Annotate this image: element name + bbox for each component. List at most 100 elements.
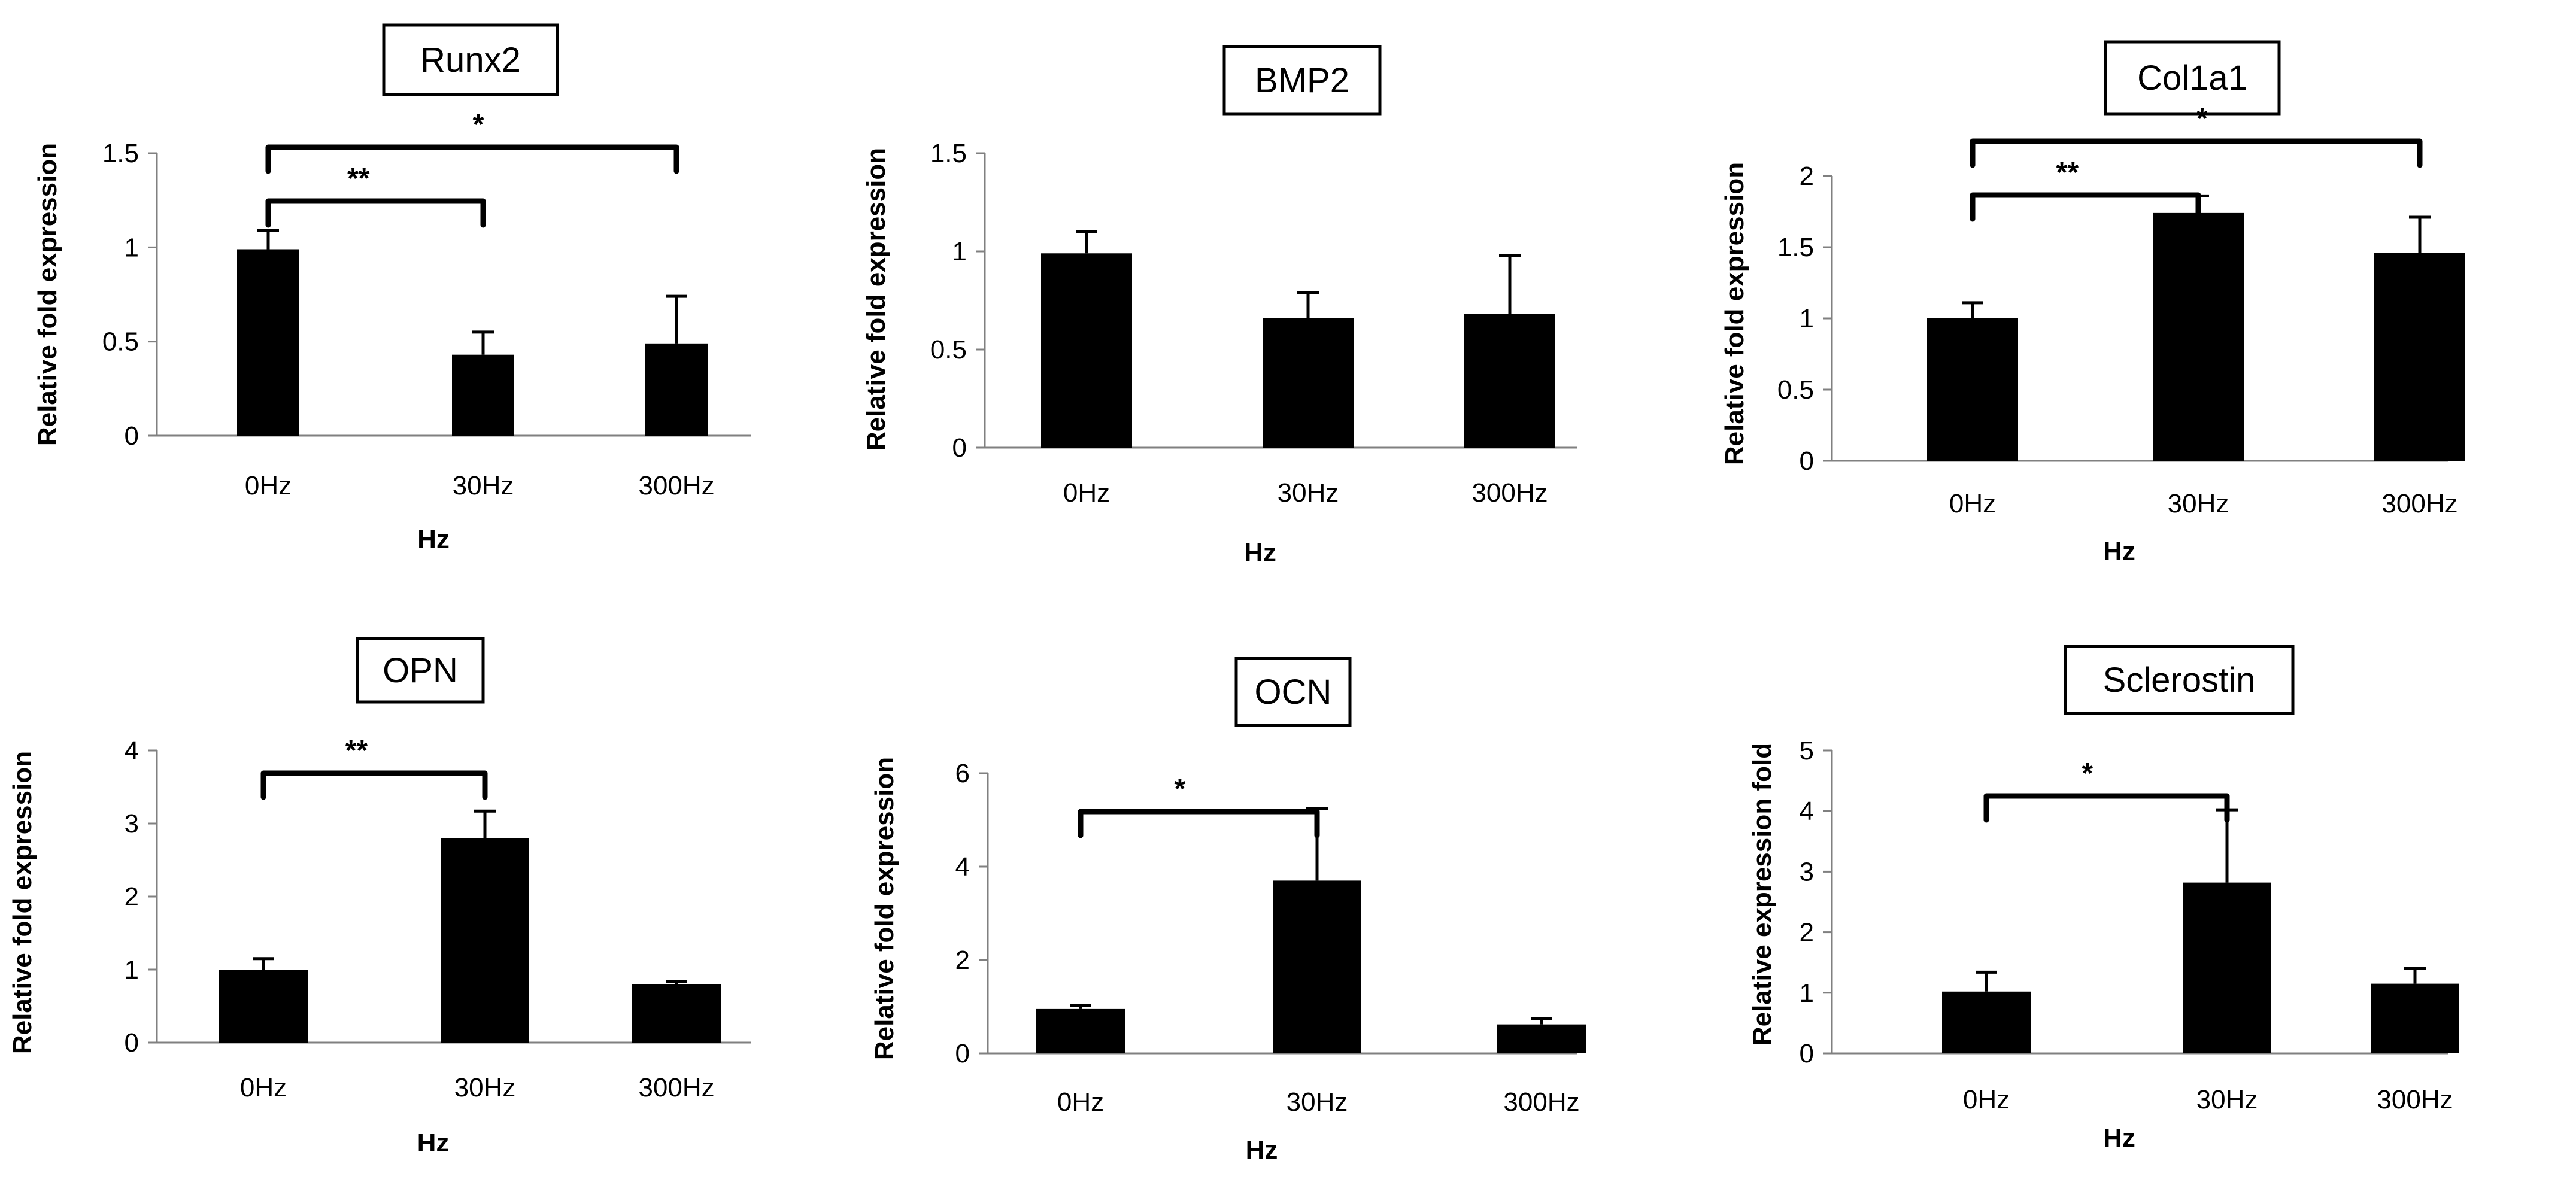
y-axis-title: Relative fold expression [1720,162,1749,465]
chart-title-box [1234,657,1352,727]
chart-title-box [2064,645,2295,715]
y-axis-title: Relative fold expression [8,751,37,1054]
x-tick-label: 0Hz [1057,1087,1104,1117]
bar-300Hz [1497,1024,1586,1053]
x-tick-label: 30Hz [1278,478,1339,508]
chart-title: Sclerostin [2103,661,2256,700]
y-tick-label: 1.5 [1777,233,1814,262]
y-tick-label: 2 [1800,162,1814,191]
y-tick-label: 1.5 [930,139,967,168]
bar-300Hz [632,984,721,1043]
x-tick-label: 300Hz [638,1073,714,1102]
chart-panel-opn: OPN 0 1 2 3 4 0Hz 30Hz 300Hz Hz Relative fold expr… [8,637,751,1157]
x-axis-title: Hz [1246,1135,1278,1165]
significance-label: ** [345,735,368,767]
y-tick-label: 0.5 [102,327,139,357]
y-tick-label: 0.5 [930,335,967,364]
x-axis-title: Hz [1244,538,1276,567]
x-tick-label: 0Hz [245,471,292,500]
significance-label: ** [347,163,370,195]
significance-bracket [1970,138,2423,168]
x-tick-label: 0Hz [1949,489,1996,518]
y-tick-label: 1.5 [102,139,139,168]
y-tick-label: 0 [1800,1039,1814,1068]
chart-title: OCN [1255,673,1332,712]
y-tick-label: 3 [1800,857,1814,886]
significance-bracket [260,770,488,800]
bar-300Hz [2374,253,2465,461]
chart-title-box [382,23,559,96]
y-tick-label: 2 [955,946,970,975]
bar-30Hz [452,354,514,436]
x-tick-label: 300Hz [1503,1087,1579,1117]
y-tick-label: 1 [125,955,139,984]
bar-30Hz [1273,880,1361,1053]
x-axis-title: Hz [2103,1123,2135,1153]
significance-bracket [265,144,679,174]
bar-30Hz [2153,212,2244,461]
y-tick-label: 6 [955,759,970,788]
y-tick-label: 1 [1800,979,1814,1008]
chart-title: Runx2 [420,41,521,80]
y-tick-label: 3 [125,809,139,838]
chart-title: Col1a1 [2137,59,2247,98]
bar-30Hz [2183,882,2271,1053]
bar-30Hz [1263,318,1354,448]
chart-title-box [356,637,485,704]
bar-0Hz [237,249,299,436]
y-tick-label: 0 [1800,446,1814,476]
x-tick-label: 300Hz [2381,489,2457,518]
y-axis-title: Relative fold expression [861,148,891,451]
chart-panel-sclerostin: Sclerostin 0 1 2 3 4 5 0Hz 30Hz 300Hz Hz Relative e… [1747,645,2459,1153]
y-tick-label: 1 [1800,304,1814,333]
y-tick-label: 2 [125,882,139,911]
x-tick-label: 300Hz [1471,478,1548,508]
chart-title-box [2104,40,2281,116]
significance-bracket [265,198,486,228]
x-axis-title: Hz [417,525,450,554]
significance-bracket [1970,192,2201,222]
x-tick-label: 300Hz [638,471,714,500]
significance-label: * [1175,773,1186,805]
y-tick-label: 4 [1800,797,1814,826]
chart-panel-bmp2: BMP2 0 0.5 1 1.5 0Hz 30Hz 300Hz Hz Relative fold … [861,45,1577,567]
x-tick-label: 30Hz [454,1073,516,1102]
chart-title: BMP2 [1255,61,1349,100]
y-axis-title: Relative expression fold [1747,743,1777,1046]
significance-bracket [1983,793,2230,823]
x-axis-title: Hz [417,1128,450,1157]
bar-300Hz [645,343,708,436]
bar-30Hz [441,838,529,1043]
bar-0Hz [219,970,308,1043]
y-tick-label: 4 [125,736,139,765]
significance-label: * [2082,758,2093,789]
y-tick-label: 0 [952,433,967,463]
y-tick-label: 0 [955,1039,970,1068]
x-tick-label: 30Hz [2196,1085,2258,1114]
y-tick-label: 0 [125,421,139,451]
x-tick-label: 30Hz [2168,489,2229,518]
y-tick-label: 1 [125,233,139,262]
y-tick-label: 1 [952,237,967,266]
significance-bracket [1078,809,1320,838]
chart-title: OPN [383,651,458,690]
bar-300Hz [1464,314,1555,448]
bar-0Hz [1927,318,2018,461]
chart-panel-col1a1: Col1a1 0 0.5 1 1.5 2 0Hz 30Hz 300Hz Hz Relative fo… [1720,40,2465,566]
y-tick-label: 2 [1800,918,1814,947]
y-tick-label: 0.5 [1777,375,1814,405]
chart-panel-ocn: OCN 0 2 4 6 0Hz 30Hz 300Hz Hz Relative fold expre… [870,657,1586,1165]
x-tick-label: 30Hz [1287,1087,1348,1117]
bar-300Hz [2371,983,2459,1053]
bar-0Hz [1036,1008,1125,1053]
x-tick-label: 0Hz [240,1073,287,1102]
y-tick-label: 5 [1800,736,1814,765]
x-axis-title: Hz [2103,537,2135,566]
chart-panel-runx2: Runx2 0 0.5 1 1.5 0Hz 30Hz 300Hz Hz Relative fold… [33,23,751,554]
y-axis-title: Relative fold expression [870,757,899,1060]
bar-0Hz [1942,991,2031,1053]
significance-label: * [2196,103,2208,135]
chart-title-box [1222,45,1382,116]
